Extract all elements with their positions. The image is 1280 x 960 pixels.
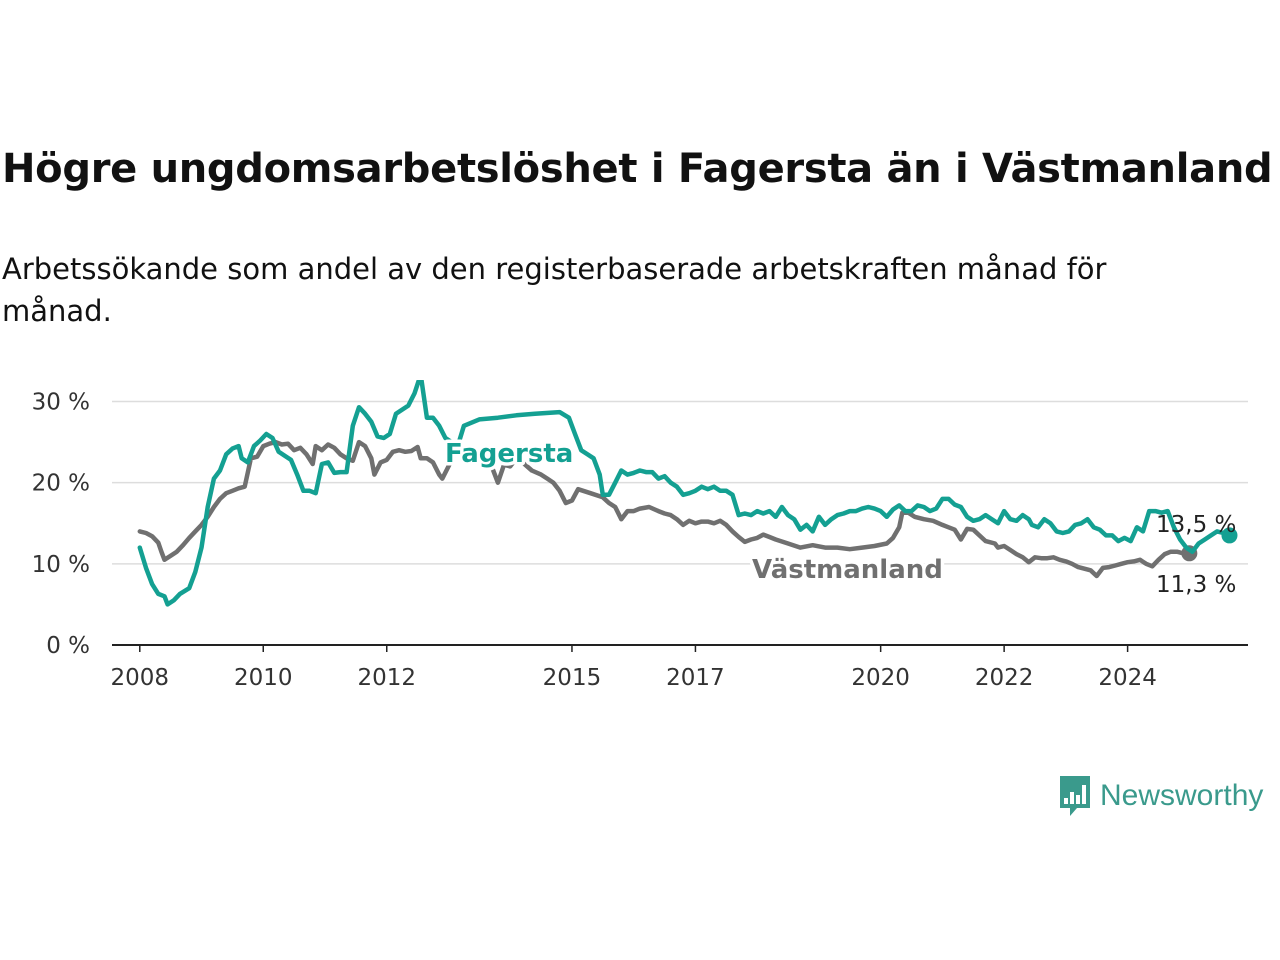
fagersta-end-value-label: 13,5 % — [1156, 512, 1236, 538]
fagersta-series-label: Fagersta — [445, 439, 573, 469]
y-tick-label: 30 % — [32, 390, 90, 416]
x-tick-label: 2022 — [975, 665, 1034, 691]
x-tick-label: 2008 — [111, 665, 170, 691]
newsworthy-logo: Newsworthy — [1058, 774, 1263, 818]
y-tick-label: 20 % — [32, 471, 90, 497]
x-tick-label: 2017 — [666, 665, 725, 691]
brand-name: Newsworthy — [1100, 779, 1264, 812]
fagersta-end-point — [1221, 527, 1238, 544]
vastmanland-end-value-label: 11,3 % — [1156, 572, 1236, 598]
axes: 0 % 10 % 20 % 30 % 2008 2010 2012 2015 2017 2020 2… — [32, 390, 1248, 691]
x-tick-label: 2010 — [234, 665, 293, 691]
series — [137, 380, 1238, 607]
x-tick-label: 2015 — [543, 665, 602, 691]
vastmanland-series-label: Västmanland — [752, 555, 943, 585]
gridlines — [112, 400, 1248, 565]
x-tick-label: 2012 — [357, 665, 416, 691]
y-tick-label: 10 % — [32, 552, 90, 578]
chart-title: Högre ungdomsarbetslöshet i Fagersta än … — [2, 146, 1273, 192]
line-chart: 0 % 10 % 20 % 30 % 2008 2010 2012 2015 2017 2020 2… — [32, 380, 1248, 691]
chart-subtitle: Arbetssökande som andel av den registerb… — [2, 252, 1107, 328]
fagersta-line — [137, 380, 1232, 607]
x-tick-label: 2024 — [1098, 665, 1157, 691]
bar-chart-speech-bubble-icon — [1060, 776, 1090, 816]
labels: Fagersta Västmanland 13,5 % 11,3 % — [442, 436, 1240, 602]
y-tick-label: 0 % — [46, 633, 90, 659]
x-tick-label: 2020 — [851, 665, 910, 691]
v-stmanland-line — [137, 439, 1192, 579]
